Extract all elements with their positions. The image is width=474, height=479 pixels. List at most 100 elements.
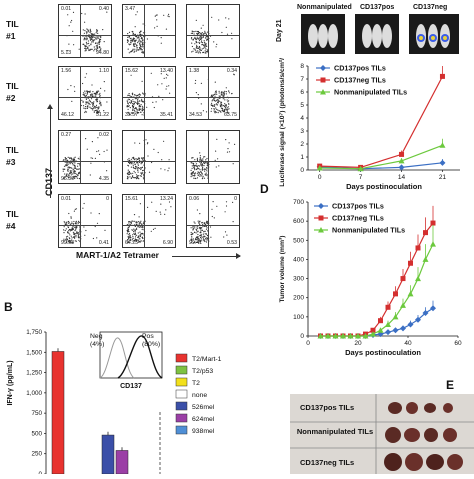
flow-dot <box>135 107 137 109</box>
flow-dot <box>85 103 87 105</box>
flow-dot <box>190 162 192 164</box>
flow-dot <box>214 92 216 94</box>
flow-dot <box>222 91 224 93</box>
flow-dot <box>192 229 194 231</box>
flow-dot <box>91 33 93 35</box>
chart-c-ytick-label: 1 <box>300 154 304 161</box>
flow-dot <box>131 39 133 41</box>
flow-dot <box>223 236 225 238</box>
flow-dot <box>204 239 206 241</box>
flow-dot <box>163 77 165 79</box>
flow-dot <box>134 231 136 233</box>
flow-dot <box>167 15 169 17</box>
flow-dot <box>140 104 142 106</box>
flow-dot <box>92 102 94 104</box>
flow-dot <box>193 172 195 174</box>
flow-dot <box>190 239 192 242</box>
chart-c-xtick-label: 0 <box>318 174 322 181</box>
flow-dot <box>94 39 96 41</box>
flow-dot <box>131 93 133 95</box>
flow-dot <box>141 166 143 168</box>
flow-dot <box>84 106 87 108</box>
flow-dot <box>83 37 86 39</box>
flow-dot <box>202 233 204 235</box>
flow-dot <box>234 143 236 145</box>
flow-dot <box>133 109 135 111</box>
flow-dot <box>216 138 218 140</box>
flow-dot <box>128 94 130 96</box>
flow-dot <box>95 36 97 38</box>
flow-dot <box>200 159 202 162</box>
flow-dot <box>196 44 198 46</box>
flow-dot <box>133 37 135 39</box>
chart-c-point <box>357 165 364 172</box>
quadrant-value-tl: 0.01 <box>61 196 72 202</box>
flow-dot <box>68 166 70 168</box>
flow-dot <box>204 50 206 52</box>
flow-dot <box>135 177 137 179</box>
flow-dot <box>136 168 138 170</box>
flow-dot <box>131 40 133 43</box>
flow-dot <box>139 167 142 169</box>
flow-dot <box>73 171 75 173</box>
flow-dot <box>133 233 135 235</box>
flow-dot <box>196 168 198 171</box>
flow-dot <box>205 32 207 34</box>
flow-dot <box>131 112 133 114</box>
flow-dot <box>67 175 69 177</box>
flow-dot <box>218 95 220 97</box>
quadrant-value-tl: 15.61 <box>125 196 138 202</box>
flow-dot <box>196 209 198 211</box>
flow-dot <box>197 231 199 233</box>
quadrant-gate-h <box>59 225 111 227</box>
flow-dot <box>131 229 133 231</box>
flow-dot <box>87 29 89 31</box>
flow-dot <box>128 31 131 33</box>
flow-dot <box>218 165 220 167</box>
flow-dot <box>133 159 135 161</box>
flow-dot <box>89 174 91 176</box>
flow-dot <box>67 156 69 158</box>
flow-dots <box>63 202 106 244</box>
flow-dot <box>196 159 198 161</box>
flow-dot <box>71 222 73 225</box>
chart-d-ytick-label: 500 <box>293 237 304 244</box>
flow-dot <box>75 236 77 238</box>
flow-dot <box>90 157 92 159</box>
flow-dot <box>137 221 139 223</box>
flow-dot <box>74 208 76 210</box>
flow-dot <box>205 223 207 226</box>
flow-dot <box>201 222 203 224</box>
flow-dot <box>196 46 198 48</box>
panel-e-row-cd137neg: CD137neg TILs <box>300 458 355 467</box>
flow-dot <box>160 73 162 75</box>
panel-d-letter: D <box>260 182 269 196</box>
flow-dot <box>83 226 85 228</box>
flow-dot <box>86 105 88 107</box>
flow-dot <box>127 227 129 229</box>
flow-dot <box>129 221 131 223</box>
flow-dot <box>78 236 80 238</box>
flow-dot <box>131 39 133 42</box>
flow-dot <box>140 111 142 113</box>
flow-dot <box>96 90 98 92</box>
chart-c-series-line-2 <box>319 144 443 170</box>
flow-dot <box>136 222 138 224</box>
flow-dot <box>196 230 198 232</box>
flow-dot <box>91 157 94 159</box>
flow-dot <box>231 38 233 40</box>
flow-dot <box>66 242 68 244</box>
flow-dot <box>88 45 90 47</box>
flow-dot <box>160 42 162 44</box>
chart-b-legend-label-5: 624mel <box>192 416 215 423</box>
quadrant-value-br: 51.22 <box>96 112 109 118</box>
flow-dot <box>194 174 196 176</box>
flow-dot <box>196 36 198 38</box>
quadrant-value-tr: 0 <box>106 196 109 202</box>
flow-dot <box>128 238 130 240</box>
chart-b-ytick-label: 500 <box>31 430 42 437</box>
flow-dot <box>199 158 201 160</box>
flow-dot <box>84 13 86 15</box>
quadrant-gate-v <box>207 67 209 119</box>
flow-dot <box>202 36 204 38</box>
